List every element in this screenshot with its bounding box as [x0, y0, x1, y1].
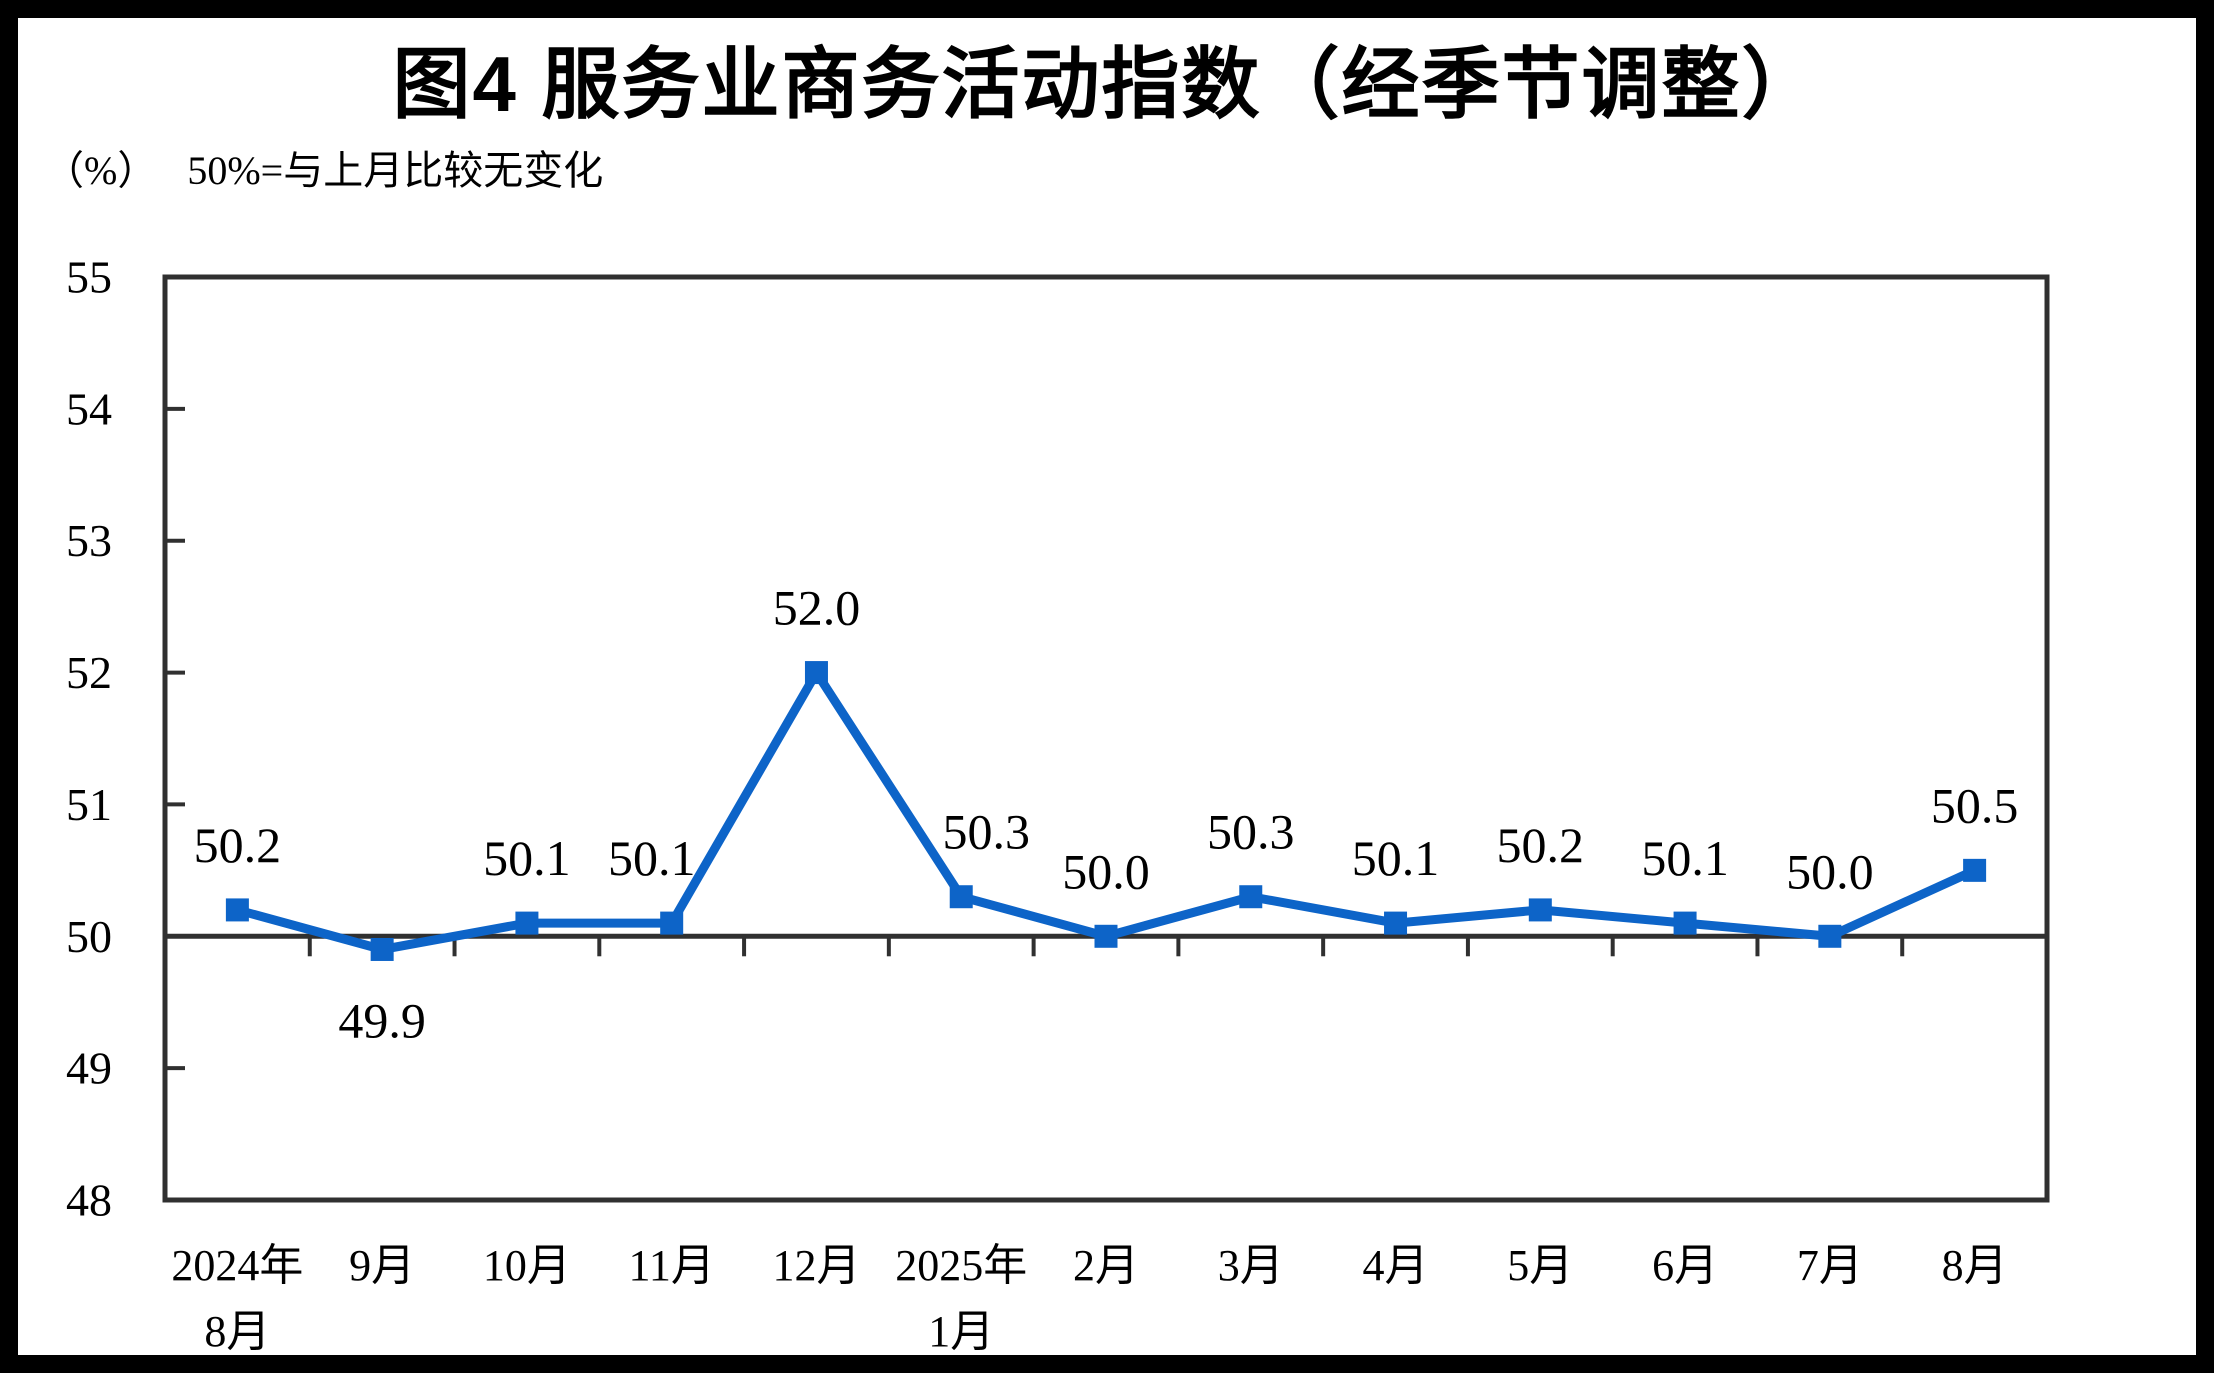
data-point-label: 50.1 — [1641, 830, 1729, 886]
data-point-label: 50.2 — [194, 817, 282, 873]
x-tick-label: 5月 — [1507, 1241, 1573, 1290]
data-point-marker — [225, 898, 249, 922]
x-tick-label: 11月 — [629, 1241, 715, 1290]
x-tick-label: 6月 — [1652, 1241, 1718, 1290]
y-tick-label: 48 — [66, 1175, 112, 1226]
axis-unit-note: （%） 50%=与上月比较无变化 — [44, 138, 603, 196]
data-point-marker — [660, 911, 684, 935]
x-tick-label: 7月 — [1797, 1241, 1863, 1290]
data-point-label: 50.0 — [1062, 843, 1150, 899]
x-tick-label: 3月 — [1218, 1241, 1284, 1290]
data-point-marker — [1673, 911, 1697, 935]
data-point-label: 52.0 — [773, 580, 861, 636]
data-point-marker — [1384, 911, 1408, 935]
data-point-marker — [1094, 924, 1118, 948]
data-point-label: 50.3 — [1207, 804, 1295, 860]
data-point-label: 50.1 — [608, 830, 696, 886]
data-point-marker — [1528, 898, 1552, 922]
y-tick-label: 50 — [66, 911, 112, 962]
y-tick-label: 55 — [66, 252, 112, 303]
plot-border — [162, 274, 2050, 1203]
y-tick-label: 51 — [66, 779, 112, 830]
data-point-label: 49.9 — [338, 992, 426, 1048]
chart-background — [18, 18, 2196, 1355]
series-line — [236, 663, 1977, 955]
data-point-marker — [1818, 924, 1842, 948]
y-tick-label: 49 — [66, 1043, 112, 1094]
y-tick-label: 54 — [66, 383, 112, 434]
y-tick-label: 53 — [66, 515, 112, 566]
x-tick-label: 9月 — [349, 1241, 415, 1290]
y-tick-label: 52 — [66, 647, 112, 698]
data-point-label: 50.5 — [1931, 777, 2019, 833]
data-point-marker — [804, 661, 828, 685]
data-point-marker — [370, 937, 394, 961]
data-point-label: 50.1 — [483, 830, 571, 886]
data-point-marker — [1963, 858, 1987, 882]
chart-title: 图4 服务业商务活动指数（经季节调整） — [392, 40, 1822, 128]
x-tick-label: 10月 — [483, 1241, 571, 1290]
x-tick-label: 12月 — [772, 1241, 860, 1290]
x-tick-label: 2025年 — [895, 1241, 1027, 1290]
x-tick-label-line2: 8月 — [204, 1307, 270, 1356]
data-point-marker — [515, 911, 539, 935]
x-tick-label-line2: 1月 — [928, 1307, 994, 1356]
x-tick-label: 2月 — [1073, 1241, 1139, 1290]
data-point-label: 50.2 — [1497, 817, 1585, 873]
data-point-marker — [949, 885, 973, 909]
x-tick-label: 8月 — [1942, 1241, 2008, 1290]
data-point-marker — [1239, 885, 1263, 909]
note-label: 50%=与上月比较无变化 — [187, 148, 604, 193]
data-point-label: 50.3 — [942, 804, 1030, 860]
unit-label: （%） — [44, 148, 158, 193]
data-point-label: 50.1 — [1352, 830, 1440, 886]
data-point-label: 50.0 — [1786, 843, 1874, 899]
x-tick-label: 2024年 — [171, 1241, 303, 1290]
x-tick-label: 4月 — [1363, 1241, 1429, 1290]
